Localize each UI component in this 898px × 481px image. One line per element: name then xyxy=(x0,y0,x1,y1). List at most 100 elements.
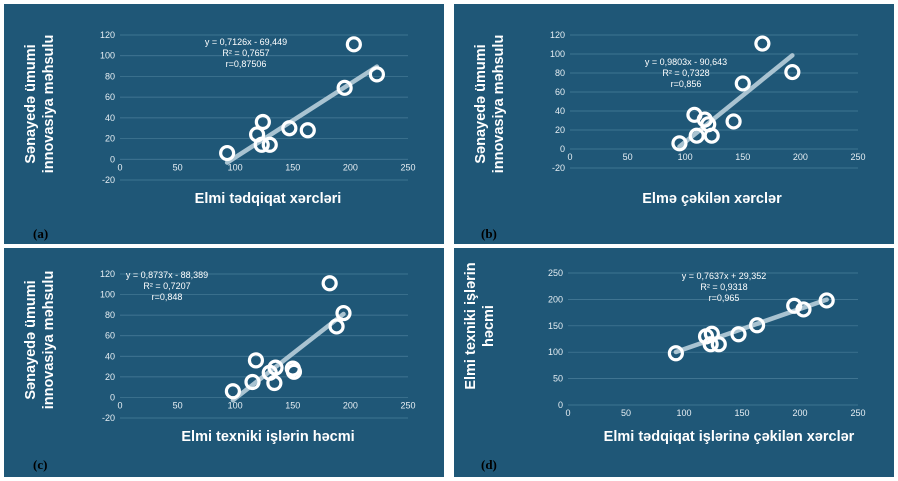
data-point xyxy=(299,122,316,139)
y-tick-label: 60 xyxy=(555,87,565,97)
y-tick-label: 200 xyxy=(548,294,563,304)
y-tick-label: 100 xyxy=(100,51,115,61)
x-tick-label: 200 xyxy=(793,152,808,162)
data-point xyxy=(267,359,284,376)
x-tick-label: 0 xyxy=(567,152,572,162)
data-point xyxy=(328,318,345,335)
data-point xyxy=(224,383,241,400)
y-tick-label: 0 xyxy=(110,392,115,402)
trendline-equation: y = 0,7126x - 69,449 xyxy=(205,37,287,47)
trendline xyxy=(230,311,346,403)
trendline-equation: R² = 0,9318 xyxy=(700,282,747,292)
x-tick-label: 250 xyxy=(850,152,865,162)
data-point xyxy=(335,304,352,322)
data-point xyxy=(281,120,298,137)
data-point xyxy=(285,363,303,380)
y-tick-label: 40 xyxy=(105,351,115,361)
panel-label: (d) xyxy=(481,457,497,472)
data-point xyxy=(667,345,684,362)
panel-label: (a) xyxy=(33,226,49,241)
data-point xyxy=(671,135,688,152)
data-point xyxy=(247,352,265,369)
data-point xyxy=(702,336,719,353)
data-point xyxy=(345,36,362,53)
y-tick-label: -20 xyxy=(552,163,565,173)
x-tick-label: 150 xyxy=(734,408,749,418)
x-axis-label: Elmi tədqiqat işlərinə çəkilən xərclər xyxy=(603,429,855,445)
y-tick-label: -20 xyxy=(102,175,115,185)
trendline xyxy=(677,53,795,149)
x-tick-label: 250 xyxy=(400,400,415,410)
trendline-equation: r=0,965 xyxy=(709,293,740,303)
y-tick-label: 250 xyxy=(548,268,563,278)
y-tick-label: 20 xyxy=(555,125,565,135)
x-tick-label: 100 xyxy=(678,152,693,162)
x-tick-label: 50 xyxy=(173,162,183,172)
y-tick-label: 0 xyxy=(558,400,563,410)
x-tick-label: 100 xyxy=(228,162,243,172)
x-tick-label: 0 xyxy=(565,408,570,418)
y-axis-label: Sənayedə ümumi innovasiya məhsulu xyxy=(473,34,507,174)
trendline-equation: r=0,856 xyxy=(671,79,702,89)
x-axis-label: Elmi tədqiqat xərcləri xyxy=(194,191,342,207)
data-point xyxy=(786,297,803,314)
y-tick-label: 100 xyxy=(100,290,115,300)
panel-label: (c) xyxy=(33,457,48,472)
y-tick-label: 80 xyxy=(105,310,115,320)
y-tick-label: 80 xyxy=(555,68,565,78)
chart-panel-a: -20 0 20 40 60 80 100 120 0 50 100 150 200 250 y = 0,7… xyxy=(4,4,444,244)
data-point xyxy=(336,79,353,96)
y-tick-label: 20 xyxy=(105,134,115,144)
panel-label: (b) xyxy=(481,226,497,241)
x-tick-label: 150 xyxy=(285,162,300,172)
x-tick-label: 100 xyxy=(228,400,243,410)
chart-plot: 0 50 100 150 200 250 0 50 100 150 200 250 y = 0,7637… xyxy=(548,268,866,418)
y-tick-label: 40 xyxy=(105,113,115,123)
trendline-equation: R² = 0,7657 xyxy=(222,48,269,58)
data-point xyxy=(710,336,727,353)
data-point xyxy=(795,301,812,318)
y-tick-label: 0 xyxy=(110,154,115,164)
x-tick-label: 250 xyxy=(400,162,415,172)
y-tick-label: 120 xyxy=(550,30,565,40)
y-tick-label: 0 xyxy=(560,144,565,154)
data-point xyxy=(818,292,835,309)
y-tick-label: 100 xyxy=(548,347,563,357)
data-point xyxy=(754,35,771,52)
trendline xyxy=(224,64,380,165)
y-tick-label: 150 xyxy=(548,321,563,331)
data-point xyxy=(725,113,742,130)
data-point xyxy=(219,144,236,162)
data-point xyxy=(261,136,278,153)
x-tick-label: 0 xyxy=(117,162,122,172)
x-tick-label: 50 xyxy=(623,152,633,162)
trendline-equation: R² = 0,7207 xyxy=(143,281,190,291)
x-axis-label: Elmə çəkilən xərclər xyxy=(642,191,782,207)
data-point xyxy=(368,66,385,83)
trendline-equation: r=0,87506 xyxy=(226,59,267,69)
trendline-equation: y = 0,7637x + 29,352 xyxy=(682,271,767,281)
data-point xyxy=(734,75,751,92)
x-tick-label: 100 xyxy=(676,408,691,418)
y-tick-label: 40 xyxy=(555,106,565,116)
y-tick-label: 100 xyxy=(550,49,565,59)
data-point xyxy=(254,113,271,131)
y-tick-label: 60 xyxy=(105,331,115,341)
x-tick-label: 200 xyxy=(343,162,358,172)
data-point xyxy=(784,63,801,81)
trendline-equation: y = 0,9803x - 90,643 xyxy=(645,57,727,67)
data-point xyxy=(730,326,747,343)
trendline-equation: r=0,848 xyxy=(152,292,183,302)
x-tick-label: 250 xyxy=(850,408,865,418)
y-tick-label: 120 xyxy=(100,30,115,40)
trendline-equation: y = 0,8737x - 88,389 xyxy=(126,270,208,280)
data-point xyxy=(688,127,705,144)
data-point xyxy=(703,127,720,144)
y-tick-label: 20 xyxy=(105,372,115,382)
x-tick-label: 50 xyxy=(621,408,631,418)
data-point xyxy=(748,317,766,334)
chart-panel-d: 0 50 100 150 200 250 0 50 100 150 200 250 y = 0,7637… xyxy=(454,248,894,477)
